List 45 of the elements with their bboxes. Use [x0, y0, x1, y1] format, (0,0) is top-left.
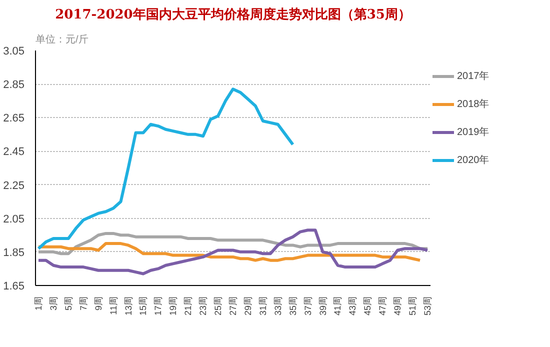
x-tick-label: 9周: [93, 296, 104, 311]
x-tick-label: 37周: [302, 296, 313, 316]
legend-label: 2017年: [457, 70, 490, 82]
line-series: [36, 232, 430, 256]
x-tick-label: 5周: [63, 296, 74, 311]
y-tick-label: 2.25: [3, 180, 25, 192]
x-tick-label: 3周: [48, 296, 58, 311]
x-tick-label: 45周: [362, 296, 373, 316]
x-tick-label: 21周: [183, 296, 194, 316]
x-tick-label: 27周: [228, 296, 238, 316]
x-tick-label: 49周: [392, 296, 403, 316]
x-tick-label: 39周: [318, 296, 328, 316]
y-tick-label: 1.65: [3, 280, 25, 292]
x-tick-label: 7周: [78, 296, 88, 311]
y-tick-label: 2.85: [3, 79, 25, 92]
x-tick-label: 15周: [138, 296, 148, 316]
x-tick-label: 1周: [33, 296, 44, 311]
y-axis-title: 单位：元/斤: [36, 34, 88, 46]
legend-label: 2020年: [457, 154, 490, 166]
x-tick-label: 53周: [422, 296, 432, 316]
x-tick-label: 19周: [168, 296, 178, 316]
line-series: [36, 242, 422, 262]
x-tick-label: 13周: [123, 296, 134, 316]
chart-title: 2017-2020年国内大豆平均价格周度走势对比图（第35周）: [55, 6, 411, 22]
x-tick-label: 25周: [213, 296, 224, 316]
x-tick-label: 41周: [332, 296, 343, 316]
y-tick-label: 3.05: [3, 46, 25, 58]
y-tick-label: 2.05: [3, 213, 25, 226]
x-tick-label: 31周: [258, 296, 268, 316]
x-tick-label: 43周: [348, 296, 358, 316]
line-series: [36, 88, 294, 250]
x-tick-label: 35周: [288, 296, 298, 316]
x-tick-label: 11周: [108, 296, 118, 315]
y-tick-label: 2.45: [3, 146, 25, 158]
line-series: [36, 228, 430, 276]
x-tick-label: 51周: [408, 296, 418, 316]
y-tick-label: 2.65: [3, 112, 25, 125]
x-tick-label: 29周: [242, 296, 253, 316]
legend-label: 2018年: [457, 98, 490, 110]
legend-label: 2019年: [457, 126, 490, 138]
x-tick-label: 33周: [272, 296, 283, 316]
x-tick-label: 47周: [378, 296, 388, 316]
x-tick-label: 23周: [198, 296, 208, 316]
x-tick-label: 17周: [153, 296, 164, 316]
y-tick-label: 1.85: [3, 246, 25, 259]
